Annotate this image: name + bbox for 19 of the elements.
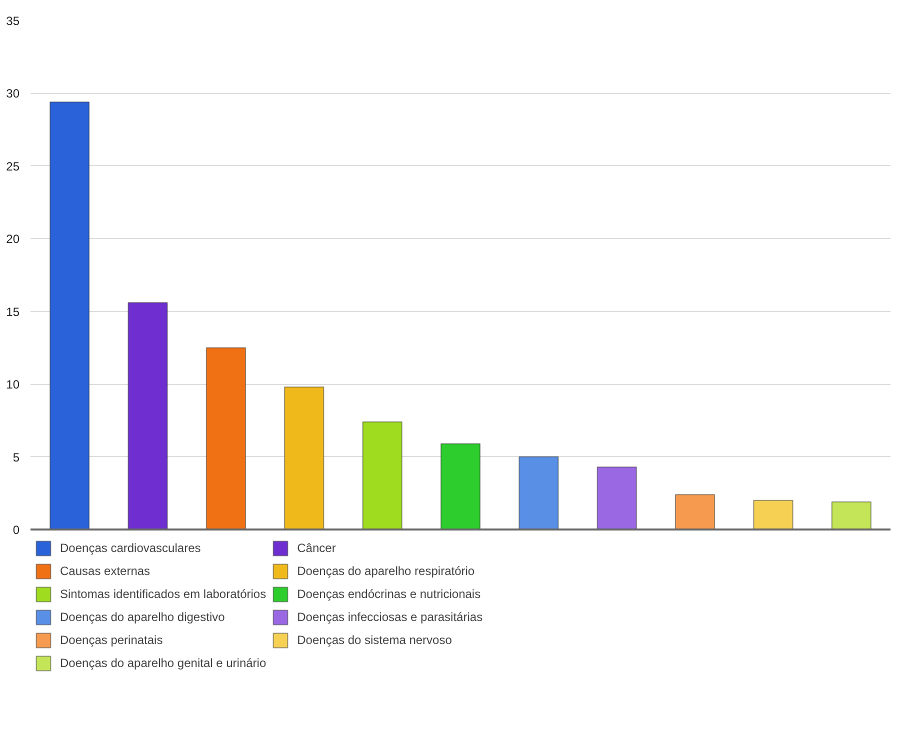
legend-label: Doenças endócrinas e nutricionais (297, 586, 481, 603)
legend-label: Doenças cardiovasculares (60, 540, 201, 557)
legend-label: Doenças do aparelho respiratório (297, 563, 475, 580)
legend-label: Doenças do aparelho digestivo (60, 609, 225, 626)
legend-label: Doenças do sistema nervoso (297, 632, 452, 649)
y-tick-label: 35 (6, 14, 20, 28)
y-tick-label: 20 (6, 232, 20, 246)
y-tick-label: 15 (6, 304, 20, 319)
legend-label: Doenças do aparelho genital e urinário (60, 655, 266, 672)
legend-label: Câncer (297, 540, 336, 557)
y-tick-label: 0 (12, 523, 20, 537)
legend-label: Doenças infecciosas e parasitárias (297, 609, 483, 626)
y-tick-label: 5 (12, 450, 20, 464)
y-tick-label: 10 (6, 378, 20, 392)
legend-label: Causas externas (60, 563, 150, 580)
y-tick-label: 30 (6, 86, 20, 101)
legend-label: Doenças perinatais (60, 632, 163, 649)
y-tick-label: 25 (6, 159, 20, 174)
legend-label: Sintomas identificados em laboratórios (60, 586, 266, 603)
